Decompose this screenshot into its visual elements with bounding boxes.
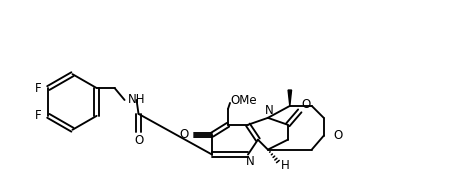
Polygon shape <box>288 90 292 106</box>
Text: O: O <box>180 128 189 141</box>
Text: H: H <box>280 159 289 172</box>
Text: N: N <box>246 155 254 168</box>
Text: OMe: OMe <box>230 94 256 108</box>
Text: NH: NH <box>128 94 145 107</box>
Text: N: N <box>265 104 273 117</box>
Text: O: O <box>301 98 310 111</box>
Text: F: F <box>35 82 42 94</box>
Text: O: O <box>334 129 343 142</box>
Text: O: O <box>134 134 143 147</box>
Text: F: F <box>35 109 42 122</box>
